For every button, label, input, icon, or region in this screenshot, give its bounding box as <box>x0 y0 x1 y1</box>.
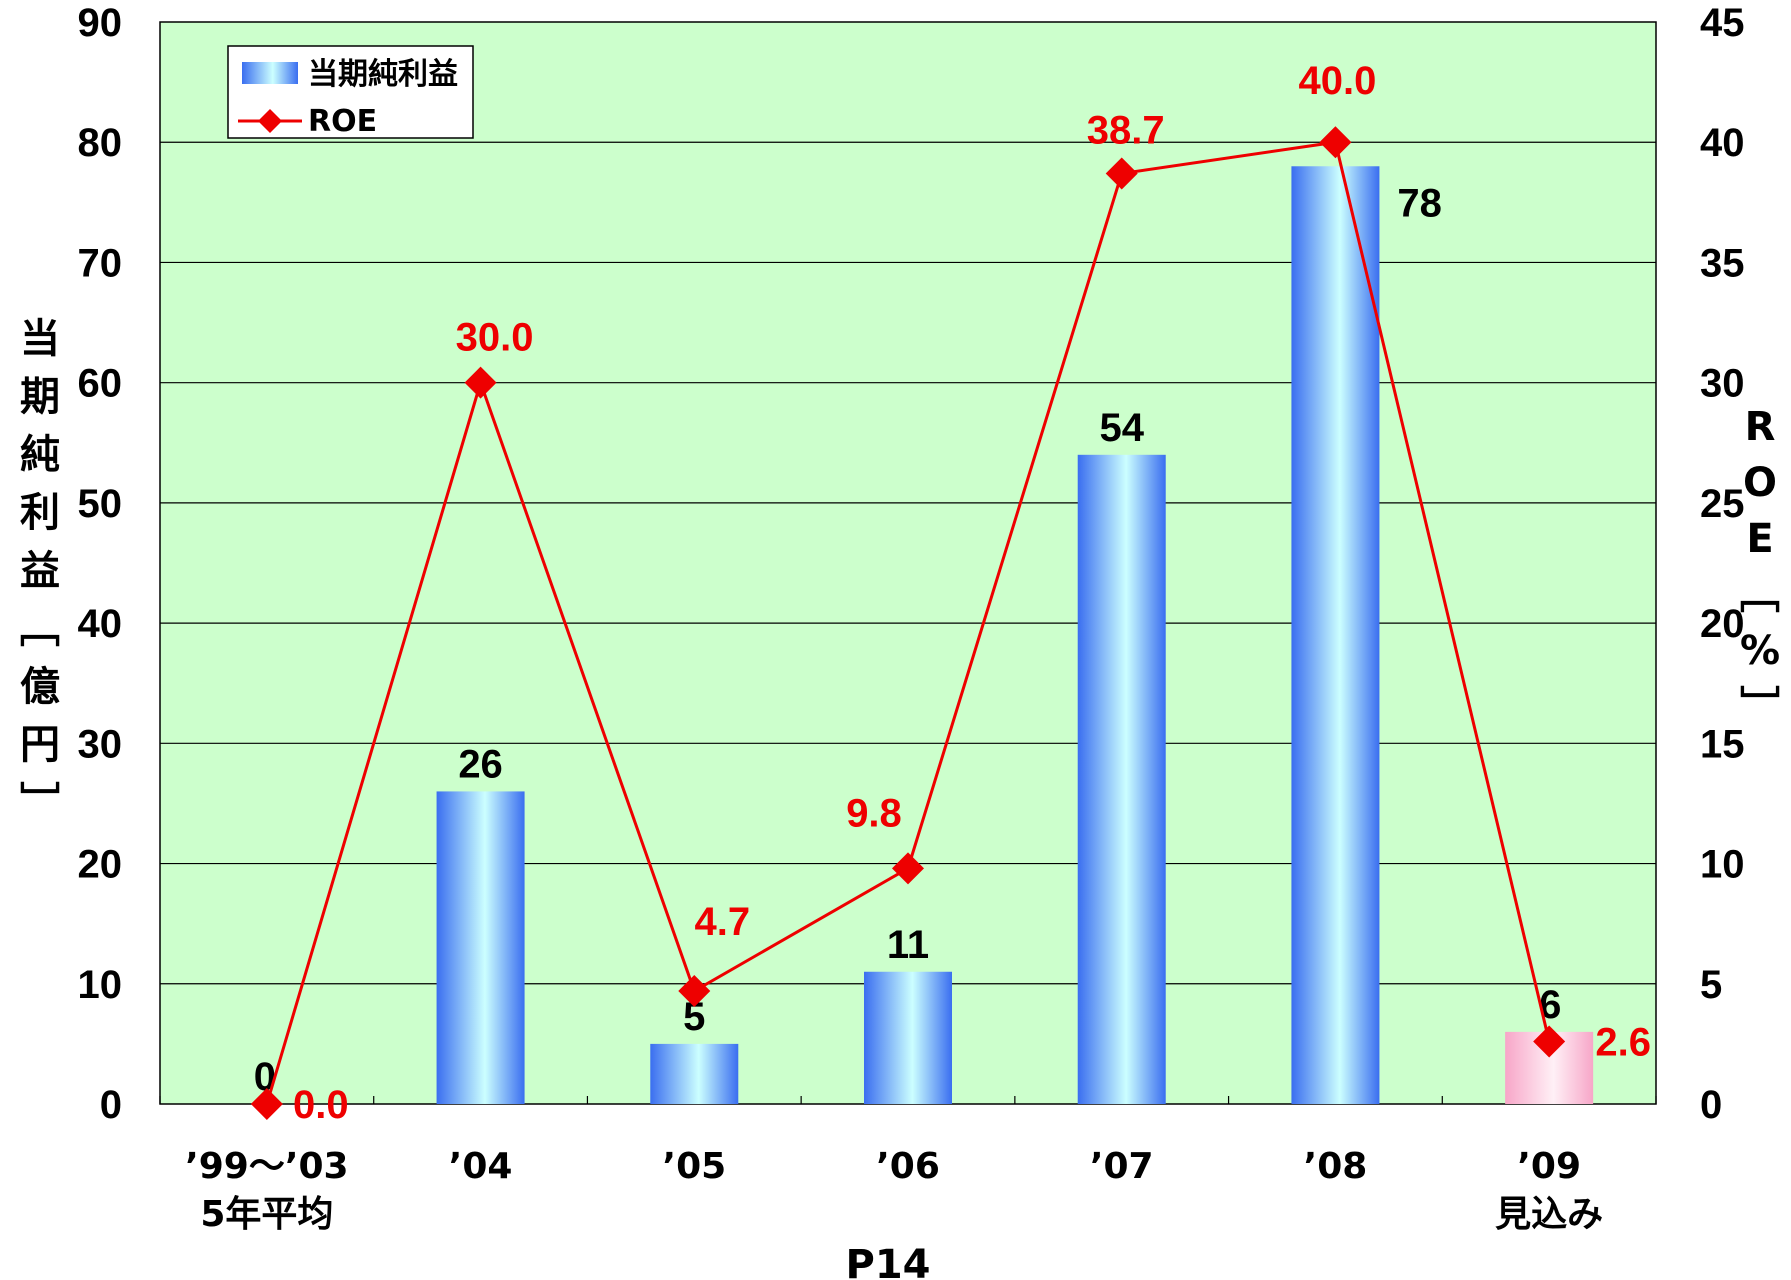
legend: 当期純利益 ROE <box>227 45 474 139</box>
right-tick-label: 45 <box>1700 1 1745 45</box>
category-label-1: ’04 <box>449 1146 513 1187</box>
left-tick-label: 20 <box>78 843 123 887</box>
right-tick-label: 10 <box>1700 843 1745 887</box>
left-tick-label: 60 <box>78 362 123 406</box>
roe-marker-0 <box>250 1088 283 1120</box>
roe-value-label-5: 40.0 <box>1298 59 1376 103</box>
gridlines <box>160 141 1656 985</box>
left-tick-label: 10 <box>78 963 123 1007</box>
legend-line-label: ROE <box>308 104 377 139</box>
right-tick-label: 25 <box>1700 482 1745 526</box>
category-label-6: ’09 見込み <box>1495 1146 1603 1235</box>
left-tick-label: 0 <box>100 1083 122 1127</box>
bar-value-label-3: 11 <box>887 923 929 967</box>
roe-value-label-2: 4.7 <box>694 900 750 944</box>
left-tick-label: 80 <box>78 121 123 165</box>
left-tick-label: 40 <box>78 602 123 646</box>
roe-value-label-3: 9.8 <box>846 791 902 835</box>
roe-marker-3 <box>892 852 924 885</box>
bar-1 <box>436 791 525 1104</box>
bar-value-label-6: 6 <box>1539 983 1561 1027</box>
roe-value-label-4: 38.7 <box>1087 108 1165 152</box>
left-axis-ticks: 0 10 20 30 40 50 60 70 80 90 <box>78 1 123 1127</box>
left-tick-label: 50 <box>78 482 123 526</box>
bar-value-label-1: 26 <box>458 742 503 786</box>
legend-bar-swatch <box>242 62 298 84</box>
bar-5 <box>1291 166 1380 1104</box>
right-tick-label: 40 <box>1700 121 1745 165</box>
right-axis-ticks: 0 5 10 15 20 25 30 35 40 45 <box>1700 1 1745 1127</box>
category-label-2: ’05 <box>662 1146 726 1187</box>
right-tick-label: 35 <box>1700 241 1745 285</box>
roe-value-label-6: 2.6 <box>1595 1020 1651 1064</box>
bar-2 <box>650 1043 739 1104</box>
bar-value-label-4: 54 <box>1099 406 1144 450</box>
left-axis-title-text: 当期純利益﹇億円﹈ <box>20 316 60 826</box>
category-label-0: ’99～’03 5年平均 <box>185 1146 349 1235</box>
category-label-3: ’06 <box>876 1146 940 1187</box>
footer-page-number: P14 <box>846 1242 931 1280</box>
right-tick-label: 20 <box>1700 602 1745 646</box>
left-axis-title: 当期純利益﹇億円﹈ <box>20 316 60 826</box>
roe-value-label-1: 30.0 <box>456 316 534 360</box>
roe-marker-4 <box>1105 157 1138 190</box>
bar-4 <box>1077 454 1166 1104</box>
right-tick-label: 30 <box>1700 362 1745 406</box>
left-tick-label: 90 <box>78 1 123 45</box>
category-label-4: ’07 <box>1090 1146 1154 1187</box>
legend-line-marker <box>258 109 282 133</box>
roe-marker-1 <box>464 366 497 399</box>
bar-value-label-5: 78 <box>1397 181 1442 225</box>
bar-3 <box>864 971 952 1104</box>
plot-area <box>159 21 1657 1105</box>
legend-bar-label: 当期純利益 <box>308 57 458 92</box>
x-axis-ticks <box>159 1096 1657 1104</box>
roe-value-label-0: 0.0 <box>293 1083 349 1127</box>
right-tick-label: 15 <box>1700 722 1745 766</box>
roe-line: 0.0 30.0 4.7 9.8 38.7 40.0 2.6 <box>250 59 1651 1127</box>
category-labels: ’99～’03 5年平均 ’04 ’05 ’06 ’07 ’08 ’09 見込み <box>185 1146 1603 1235</box>
roe-marker-5 <box>1319 126 1352 159</box>
right-axis-title-text: R O E ﹇% ﹈ <box>1740 404 1780 730</box>
roe-marker-6 <box>1533 1025 1566 1058</box>
category-label-5: ’08 <box>1304 1146 1368 1187</box>
left-tick-label: 70 <box>78 241 123 285</box>
right-axis-title: R O E ﹇% ﹈ <box>1740 404 1780 730</box>
bar-value-label-2: 5 <box>683 995 705 1039</box>
roe-marker-2 <box>678 974 711 1007</box>
right-tick-label: 0 <box>1700 1083 1722 1127</box>
right-tick-label: 5 <box>1700 963 1722 1007</box>
left-tick-label: 30 <box>78 722 123 766</box>
